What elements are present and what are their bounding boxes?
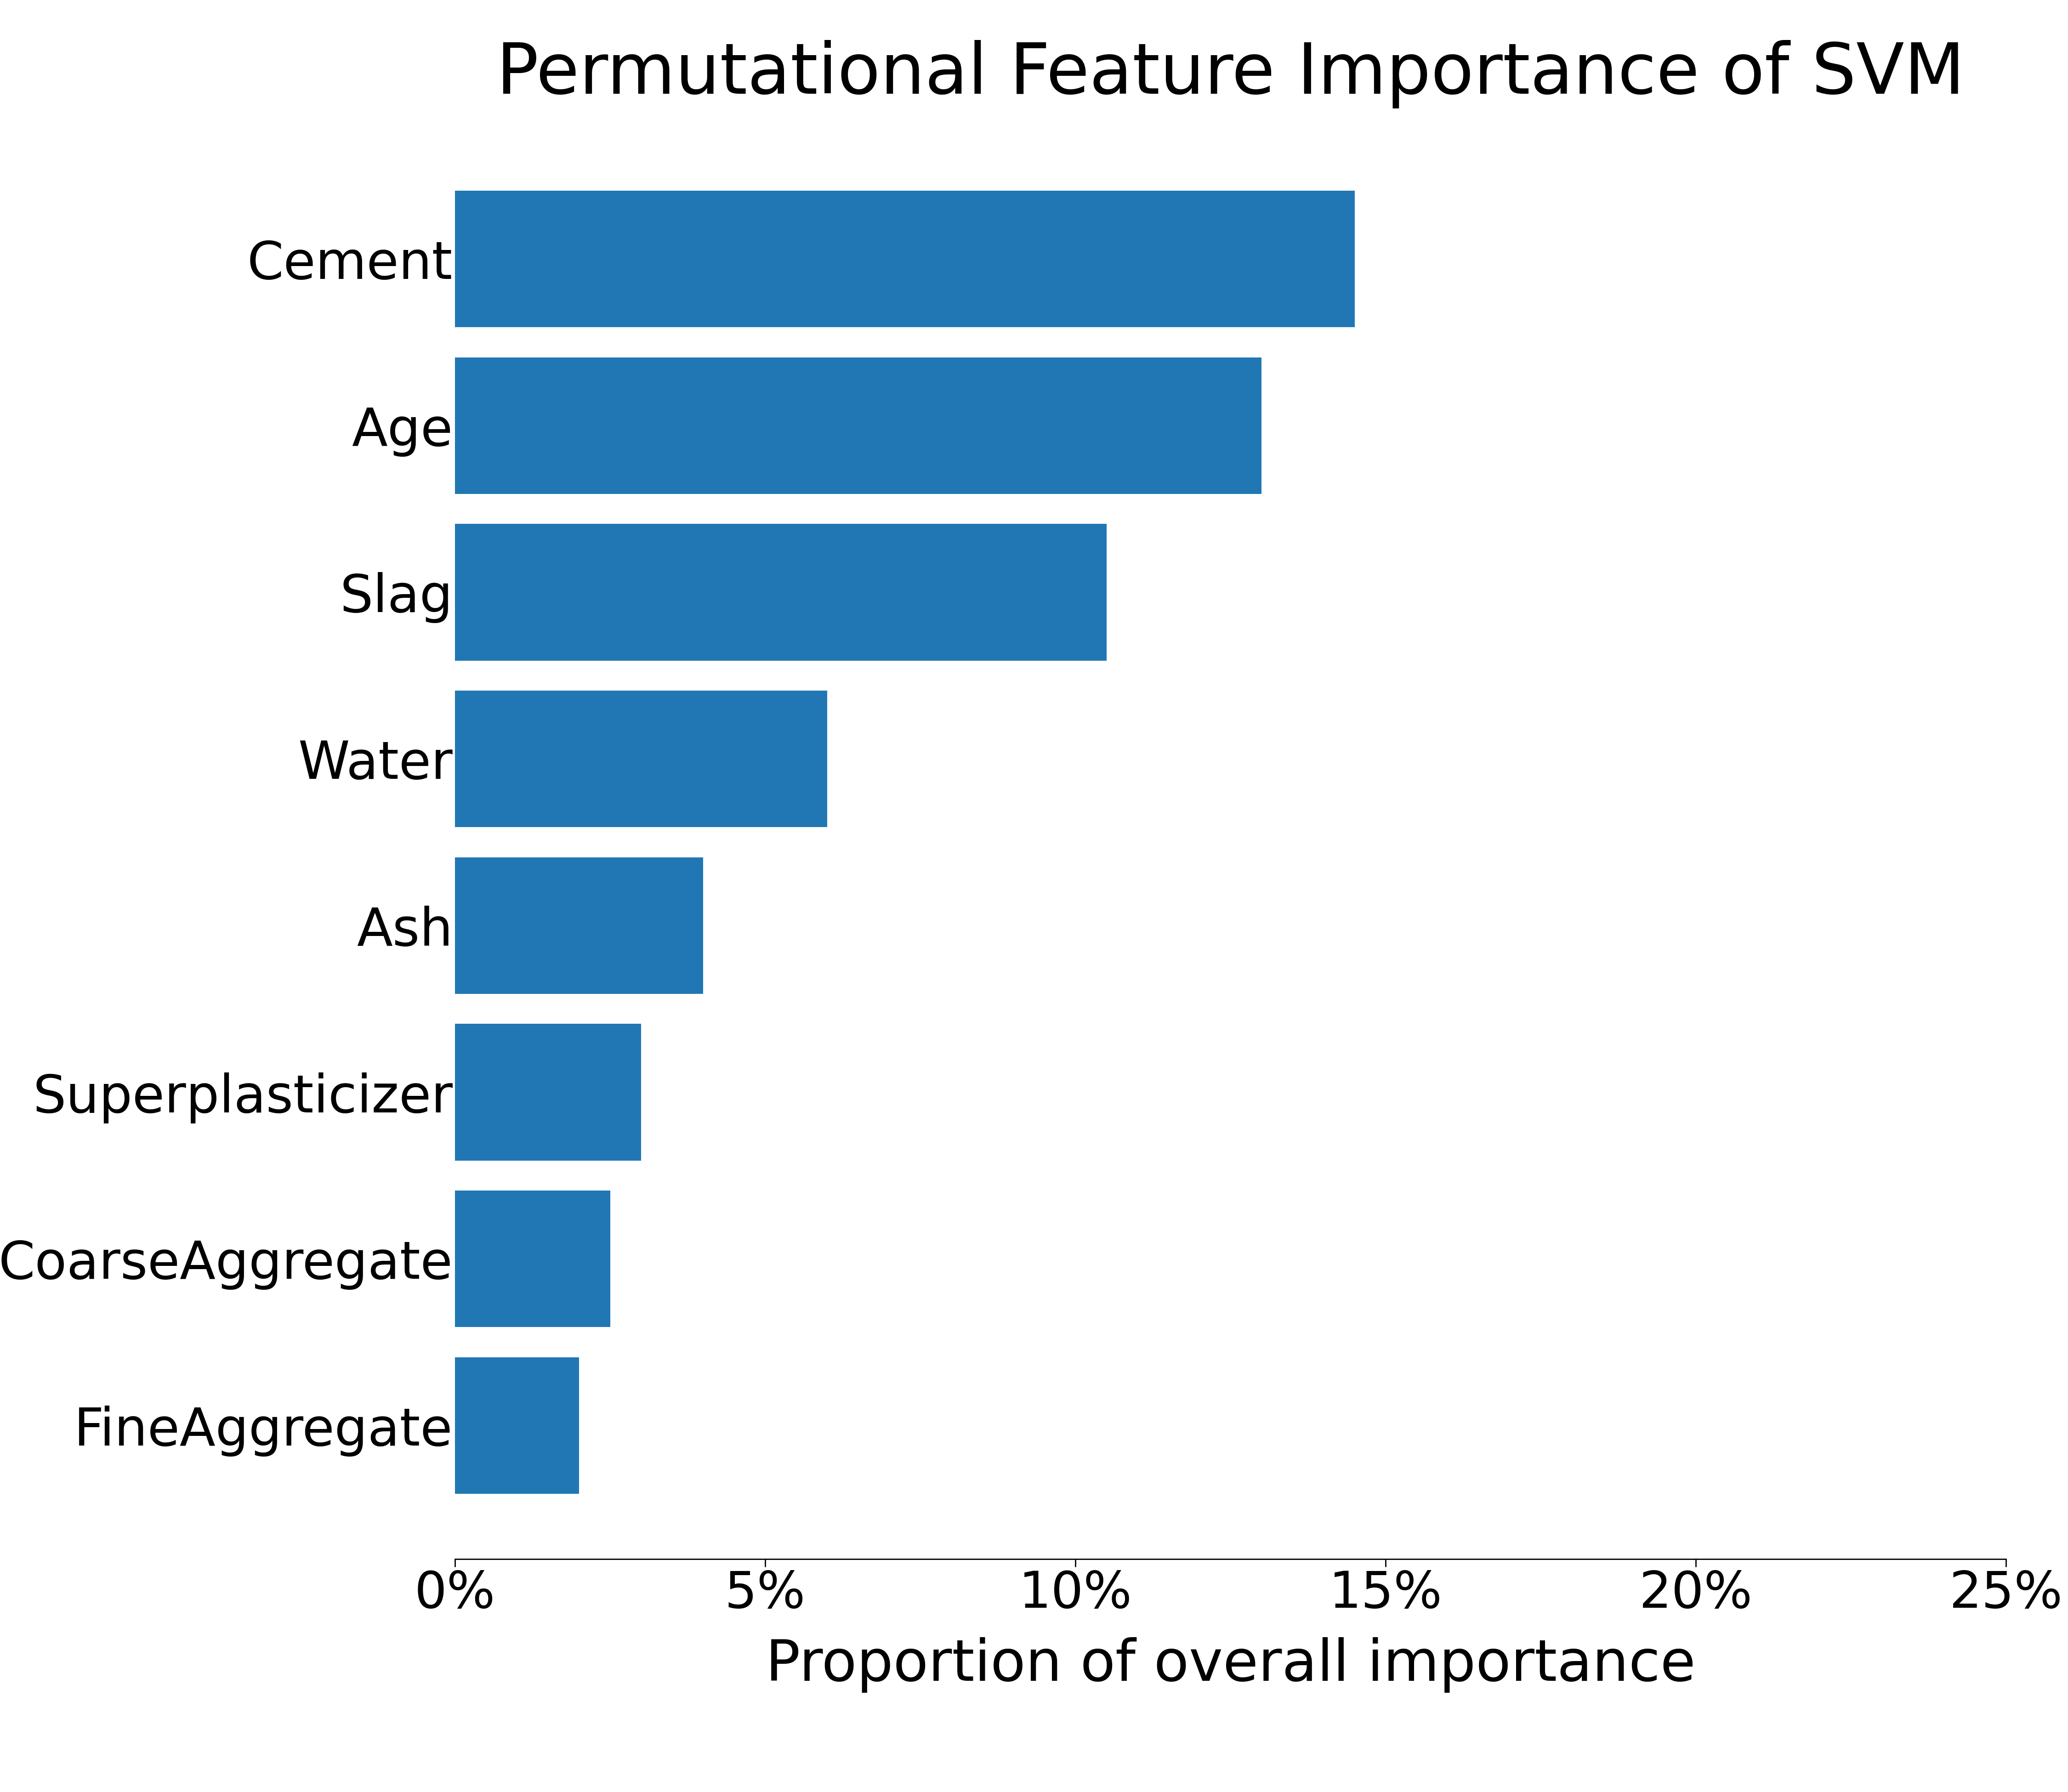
Bar	[455, 523, 1106, 661]
Bar	[455, 1023, 641, 1161]
Bar	[455, 357, 1261, 495]
X-axis label: Proportion of overall importance: Proportion of overall importance	[765, 1638, 1696, 1693]
Bar	[455, 690, 827, 828]
Bar	[455, 857, 703, 995]
Title: Permutational Feature Importance of SVM: Permutational Feature Importance of SVM	[496, 39, 1965, 108]
Bar	[455, 190, 1355, 328]
Bar	[455, 1357, 579, 1495]
Bar	[455, 1190, 610, 1328]
